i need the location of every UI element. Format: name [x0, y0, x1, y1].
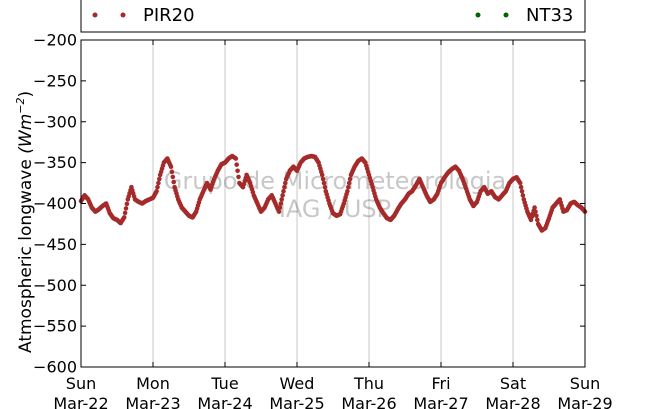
y-axis: −200 −250 −300 −350 −400 −450 −500 −550 −600 — [33, 31, 585, 377]
data-point-pir20 — [233, 156, 239, 161]
y-axis-title: Atmospheric longwave (Wm−2) — [14, 91, 36, 353]
x-tick-label-day: Tue — [210, 374, 238, 393]
data-point-pir20 — [283, 180, 288, 186]
legend-box — [80, 0, 586, 33]
data-point-pir20 — [281, 188, 286, 194]
data-point-pir20 — [157, 176, 162, 182]
data-point-pir20 — [276, 209, 282, 214]
y-tick-label: −600 — [33, 358, 77, 377]
data-point-pir20 — [236, 174, 241, 180]
y-tick-label: −350 — [33, 153, 77, 172]
data-point-pir20 — [319, 172, 325, 178]
data-point-pir20 — [535, 217, 540, 223]
legend-label-pir20: PIR20 — [143, 5, 195, 26]
legend-marker-nt33 — [475, 12, 481, 18]
y-tick-label: −200 — [33, 31, 77, 50]
x-tick-label-date: Mar-26 — [341, 394, 396, 409]
legend-marker-nt33 — [503, 12, 509, 18]
data-point-pir20 — [169, 169, 175, 175]
legend-marker-pir20 — [92, 12, 98, 18]
data-point-pir20 — [345, 188, 350, 194]
data-point-pir20 — [533, 209, 538, 214]
y-tick-label: −550 — [33, 317, 77, 336]
y-axis-title-close: ) — [16, 91, 36, 98]
data-point-pir20 — [534, 213, 539, 219]
data-point-pir20 — [279, 197, 285, 202]
data-point-pir20 — [280, 193, 285, 198]
data-point-pir20 — [321, 180, 327, 186]
x-tick-label-date: Mar-23 — [125, 394, 180, 409]
x-tick-label-date: Mar-22 — [53, 394, 108, 409]
data-point-pir20 — [320, 176, 326, 182]
x-tick-label-date: Mar-29 — [557, 394, 612, 409]
y-axis-title-main: Atmospheric longwave — [16, 154, 36, 353]
data-point-pir20 — [532, 205, 537, 210]
data-point-pir20 — [519, 188, 525, 194]
data-point-pir20 — [282, 184, 287, 190]
plot-background — [81, 40, 585, 367]
x-tick-label-date: Mar-27 — [413, 394, 468, 409]
data-point-pir20 — [124, 201, 130, 207]
y-tick-label: −250 — [33, 71, 77, 90]
legend-marker-pir20 — [120, 12, 126, 18]
data-point-pir20 — [155, 184, 160, 190]
data-point-pir20 — [518, 184, 524, 190]
data-point-pir20 — [346, 184, 351, 190]
data-point-pir20 — [278, 201, 284, 206]
x-tick-label-day: Fri — [431, 374, 450, 393]
data-point-pir20 — [346, 180, 352, 186]
data-point-pir20 — [122, 210, 128, 216]
x-tick-label-day: Sat — [500, 374, 526, 393]
y-tick-label: −400 — [33, 194, 77, 213]
data-point-pir20 — [123, 206, 129, 211]
y-axis-title-unit: (Wm — [16, 114, 36, 154]
y-axis-label: Atmospheric longwave (Wm−2) — [14, 91, 36, 353]
data-point-pir20 — [347, 176, 353, 182]
data-point-pir20 — [154, 188, 159, 194]
x-tick-label-day: Thu — [353, 374, 384, 393]
grid-lines — [152, 40, 514, 367]
x-tick-label-date: Mar-28 — [485, 394, 540, 409]
plot-area — [81, 40, 585, 367]
data-point-pir20 — [234, 162, 239, 167]
watermark-line-2: IAG / USP — [279, 195, 391, 223]
data-point-pir20 — [156, 180, 161, 186]
data-point-pir20 — [322, 184, 328, 190]
legend-label-nt33: NT33 — [526, 5, 573, 26]
data-point-pir20 — [235, 168, 240, 174]
y-tick-label: −500 — [33, 276, 77, 295]
data-point-pir20 — [520, 193, 526, 198]
x-tick-label-date: Mar-25 — [269, 394, 324, 409]
data-series-pir20 — [78, 153, 588, 233]
data-point-pir20 — [277, 205, 283, 210]
data-point-pir20 — [170, 174, 176, 180]
x-tick-label-date: Mar-24 — [197, 394, 252, 409]
x-tick-label-day: Wed — [280, 374, 315, 393]
data-point-pir20 — [121, 215, 127, 220]
y-tick-label: −300 — [33, 112, 77, 131]
legend: PIR20 NT33 — [80, 0, 586, 33]
data-point-pir20 — [171, 179, 176, 185]
x-axis: SunMar-22MonMar-23TueMar-24WedMar-25ThuM… — [53, 40, 613, 409]
y-tick-label: −450 — [33, 235, 77, 254]
data-point-pir20 — [517, 180, 523, 186]
data-point-pir20 — [168, 164, 174, 170]
x-tick-label-day: Sun — [66, 374, 96, 393]
y-axis-title-exponent: −2 — [14, 98, 27, 114]
x-tick-label-day: Sun — [570, 374, 600, 393]
x-tick-label-day: Mon — [136, 374, 170, 393]
